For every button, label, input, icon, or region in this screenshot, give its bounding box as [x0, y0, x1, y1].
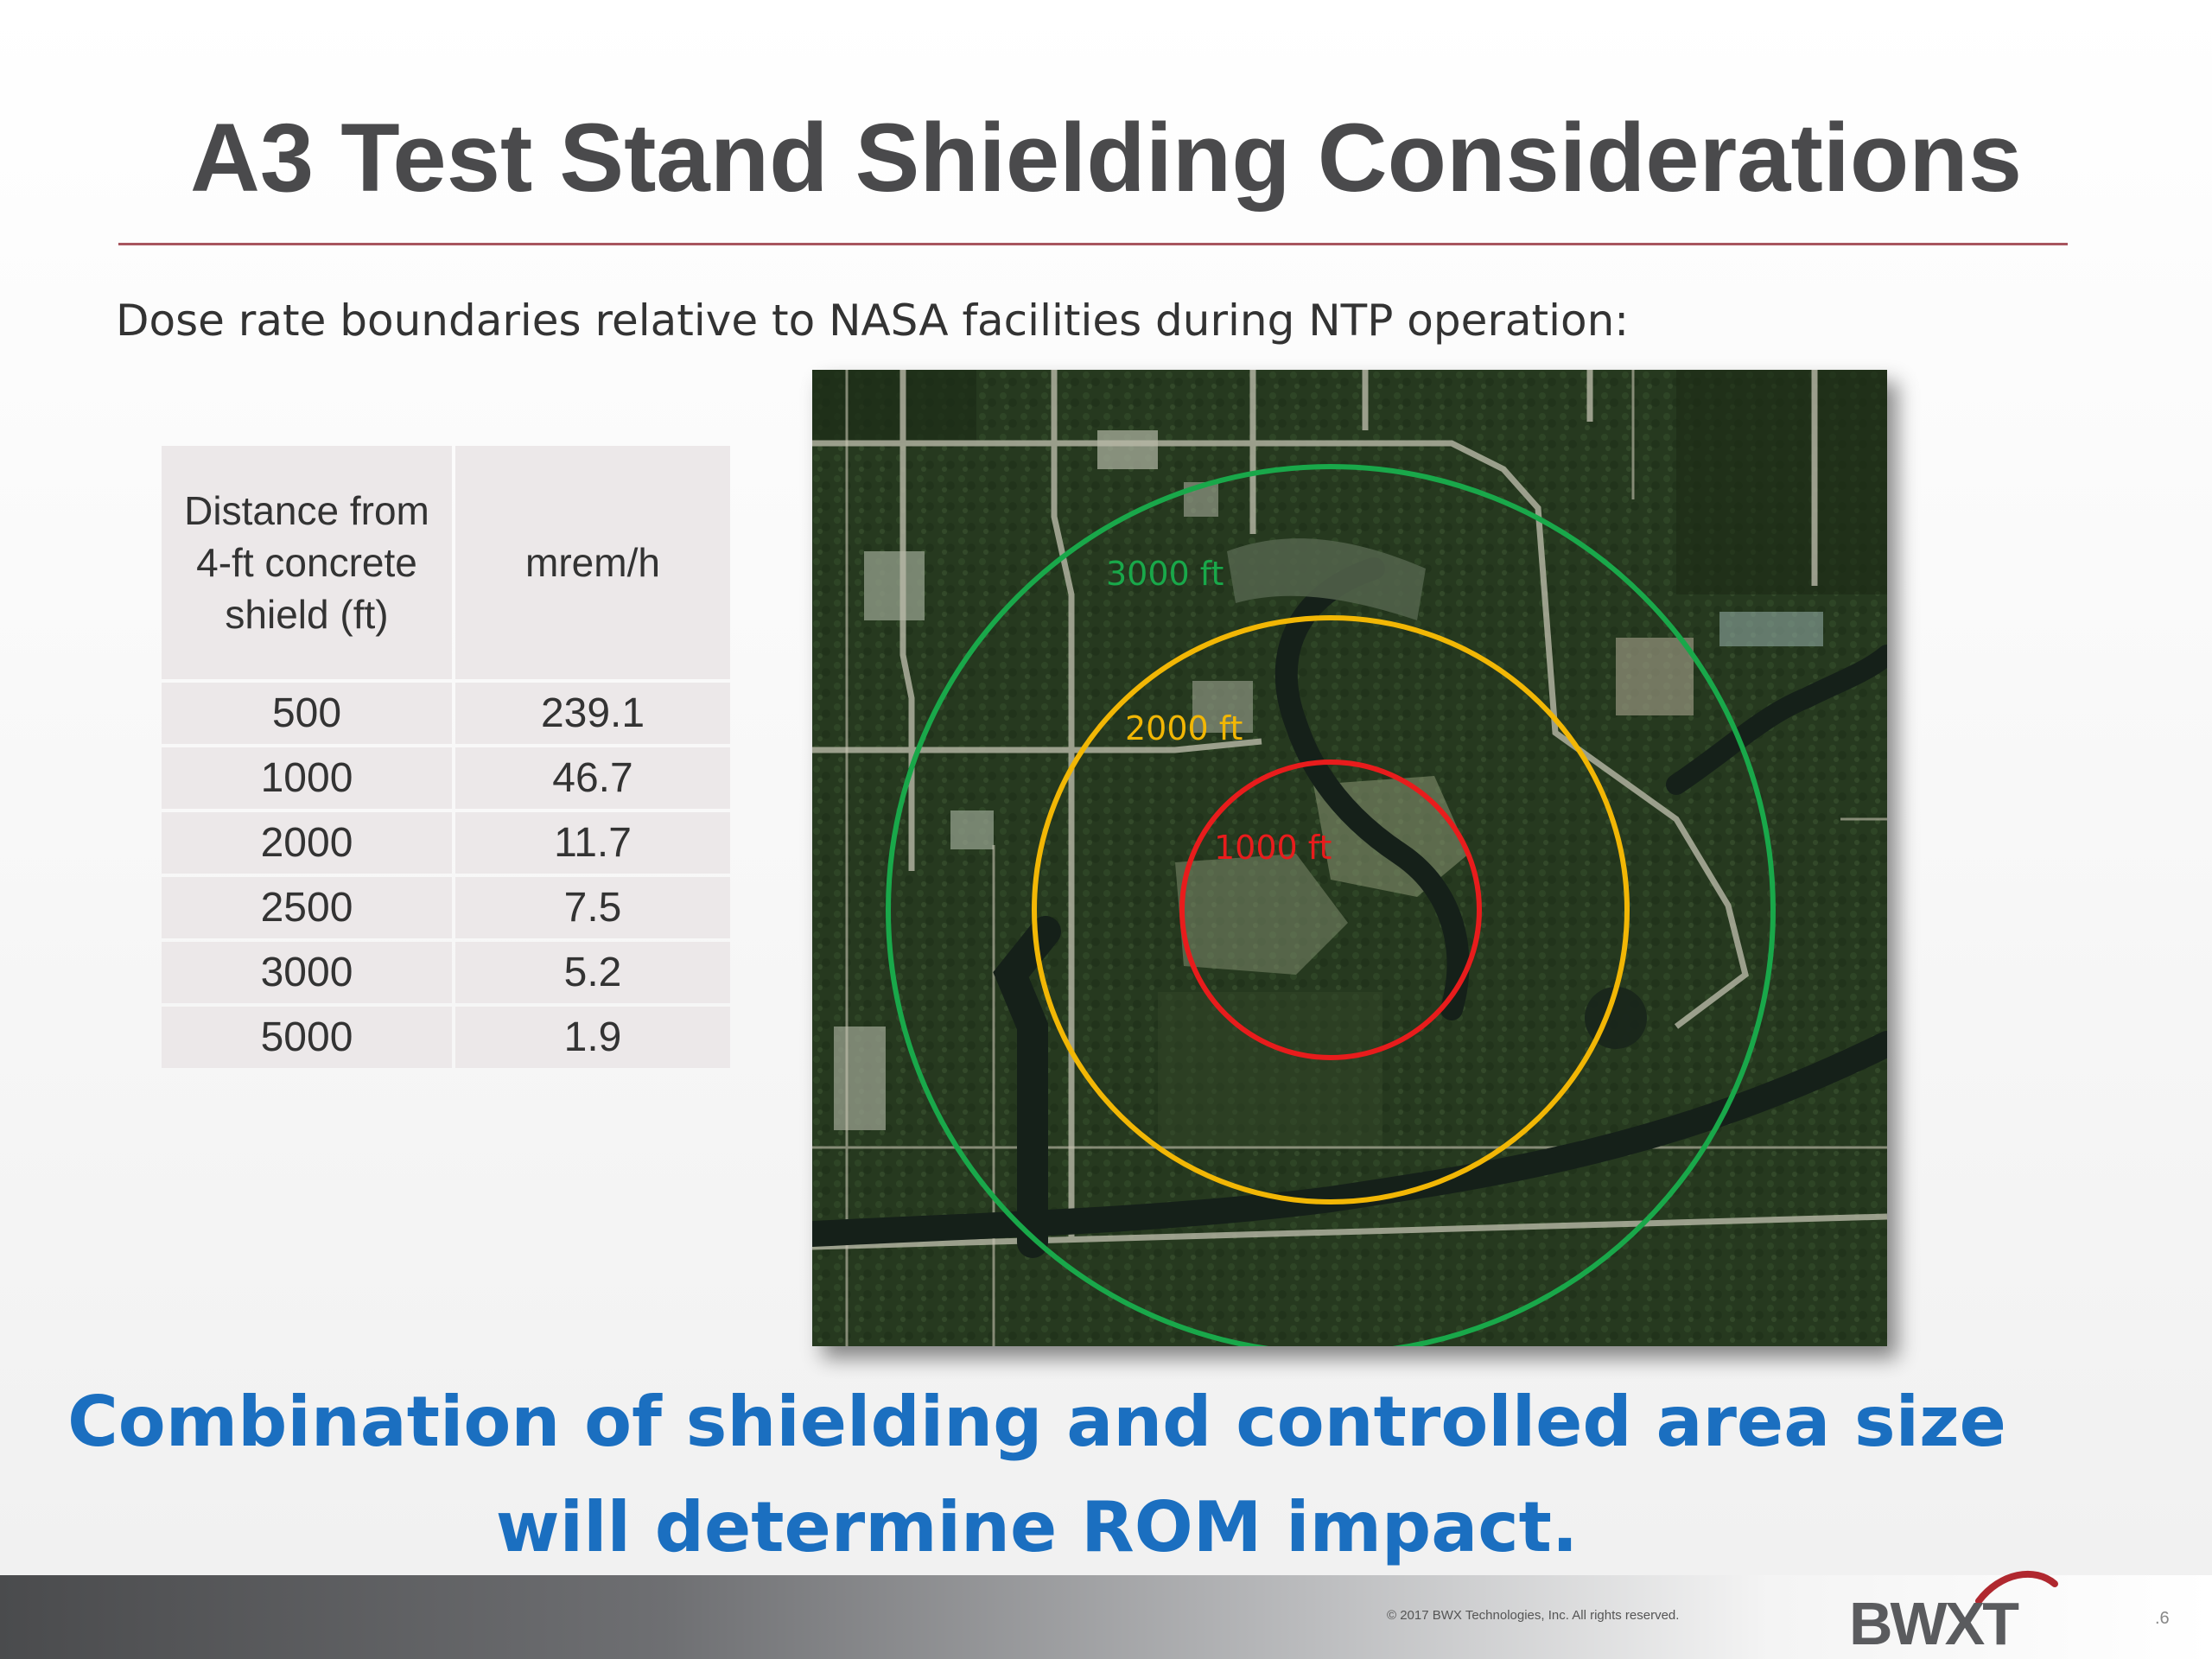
table-header-row: Distance from 4-ft concrete shield (ft) … [162, 446, 730, 679]
cell-distance: 500 [162, 683, 452, 744]
label-2000ft: 2000 ft [1125, 709, 1243, 747]
footer-bar [0, 1575, 2212, 1659]
cell-dose: 7.5 [455, 877, 730, 938]
cell-distance: 2000 [162, 812, 452, 874]
satellite-map-graphic: 3000 ft 2000 ft 1000 ft [812, 370, 1887, 1346]
ring-2000ft [1032, 615, 1630, 1205]
cell-distance: 5000 [162, 1007, 452, 1068]
header-dose-rate: mrem/h [455, 446, 730, 679]
conclusion-line-2: will determine ROM impact. [495, 1487, 1579, 1567]
dose-rate-table: Distance from 4-ft concrete shield (ft) … [158, 442, 734, 1071]
table-row: 2000 11.7 [162, 812, 730, 874]
cell-dose: 239.1 [455, 683, 730, 744]
label-1000ft: 1000 ft [1214, 829, 1332, 867]
bwxt-logo: BWXT [1849, 1570, 2058, 1655]
header-distance: Distance from 4-ft concrete shield (ft) [162, 446, 452, 679]
table-row: 2500 7.5 [162, 877, 730, 938]
cell-distance: 1000 [162, 747, 452, 809]
table-row: 1000 46.7 [162, 747, 730, 809]
label-3000ft: 3000 ft [1106, 555, 1224, 593]
ring-1000ft [1179, 760, 1482, 1060]
slide-title: A3 Test Stand Shielding Considerations [190, 104, 2022, 212]
ring-3000ft [886, 464, 1776, 1346]
table-row: 3000 5.2 [162, 942, 730, 1003]
copyright-text: © 2017 BWX Technologies, Inc. All rights… [1387, 1608, 1680, 1623]
table-row: 500 239.1 [162, 683, 730, 744]
logo-text: BWXT [1849, 1590, 2018, 1655]
cell-dose: 46.7 [455, 747, 730, 809]
cell-distance: 2500 [162, 877, 452, 938]
cell-dose: 5.2 [455, 942, 730, 1003]
conclusion-text: Combination of shielding and controlled … [0, 1370, 2074, 1580]
page-number: .6 [2155, 1609, 2170, 1628]
cell-distance: 3000 [162, 942, 452, 1003]
table-row: 5000 1.9 [162, 1007, 730, 1068]
cell-dose: 1.9 [455, 1007, 730, 1068]
cell-dose: 11.7 [455, 812, 730, 874]
title-divider [118, 243, 2068, 245]
satellite-map: 3000 ft 2000 ft 1000 ft [812, 370, 1887, 1346]
slide-subtitle: Dose rate boundaries relative to NASA fa… [116, 296, 1630, 346]
conclusion-line-1: Combination of shielding and controlled … [67, 1382, 2006, 1462]
